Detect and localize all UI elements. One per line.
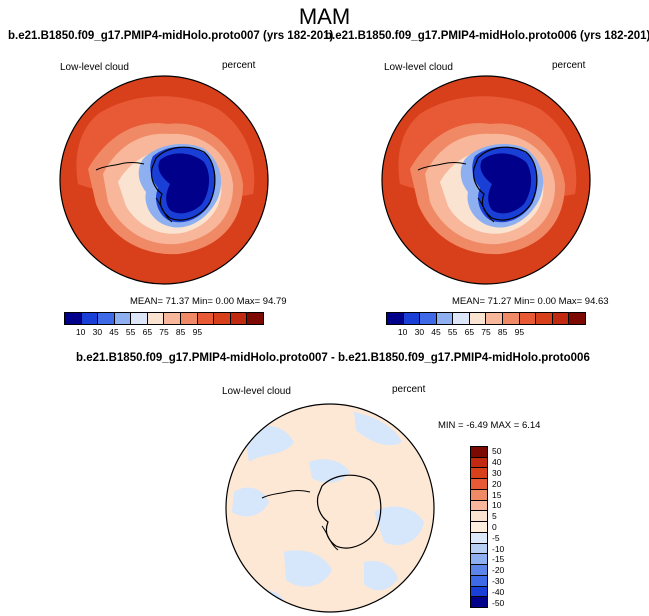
- colorbar-swatch: [471, 522, 487, 533]
- left-polar-map: [59, 75, 269, 285]
- colorbar-swatch: [131, 313, 148, 324]
- colorbar-swatch: [486, 313, 504, 324]
- colorbar-tick-label: 0: [492, 522, 497, 532]
- colorbar-tick-label: 65: [142, 327, 153, 337]
- colorbar-swatch: [471, 468, 487, 480]
- colorbar-swatch: [247, 313, 263, 324]
- colorbar-swatch: [552, 313, 570, 324]
- diff-variable-label: Low-level cloud: [222, 386, 291, 397]
- colorbar-tick-label: 95: [192, 327, 203, 337]
- colorbar-tick-label: 85: [497, 327, 508, 337]
- colorbar-swatch: [569, 313, 585, 324]
- colorbar-swatch: [81, 313, 99, 324]
- colorbar-tick-label: 30: [92, 327, 103, 337]
- right-colorbar: [386, 312, 586, 325]
- colorbar-swatch: [164, 313, 182, 324]
- colorbar-tick-label: 30: [414, 327, 425, 337]
- colorbar-tick-label: -5: [492, 532, 500, 543]
- colorbar-swatch: [471, 586, 487, 598]
- colorbar-swatch: [471, 575, 487, 587]
- colorbar-swatch: [471, 565, 487, 576]
- right-stats-text: MEAN= 71.27 Min= 0.00 Max= 94.63: [452, 296, 609, 307]
- right-colorbar-labels: 10 30 45 55 65 75 85 95: [386, 327, 584, 339]
- diff-polar-map: [225, 403, 435, 613]
- colorbar-tick-label: 10: [397, 327, 408, 337]
- colorbar-tick-label: 40: [492, 457, 502, 468]
- colorbar-swatch: [471, 554, 487, 566]
- left-colorbar-labels: 10 30 45 55 65 75 85 95: [64, 327, 262, 339]
- colorbar-swatch: [471, 447, 487, 458]
- left-variable-label: Low-level cloud: [60, 62, 129, 73]
- colorbar-swatch: [471, 500, 487, 512]
- colorbar-swatch: [147, 313, 165, 324]
- diff-units-label: percent: [392, 384, 426, 395]
- colorbar-swatch: [471, 511, 487, 523]
- colorbar-tick-label: 20: [492, 478, 502, 489]
- colorbar-swatch: [536, 313, 553, 324]
- colorbar-swatch: [471, 489, 487, 501]
- colorbar-swatch: [471, 479, 487, 490]
- colorbar-tick-label: 85: [175, 327, 186, 337]
- colorbar-tick-label: -40: [492, 586, 505, 597]
- colorbar-swatch: [469, 313, 487, 324]
- right-variable-label: Low-level cloud: [384, 62, 453, 73]
- left-colorbar: [64, 312, 264, 325]
- colorbar-swatch: [197, 313, 215, 324]
- colorbar-swatch: [420, 313, 437, 324]
- colorbar-tick-label: 45: [109, 327, 119, 337]
- colorbar-swatch: [453, 313, 470, 324]
- colorbar-tick-label: -30: [492, 576, 505, 586]
- colorbar-tick-label: 10: [492, 500, 502, 511]
- colorbar-swatch: [403, 313, 421, 324]
- colorbar-swatch: [98, 313, 115, 324]
- colorbar-swatch: [436, 313, 454, 324]
- right-panel-title: b.e21.B1850.f09_g17.PMIP4-midHolo.proto0…: [325, 30, 649, 42]
- colorbar-tick-label: 65: [464, 327, 475, 337]
- colorbar-swatch: [181, 313, 198, 324]
- colorbar-tick-label: 75: [481, 327, 491, 337]
- left-panel-title: b.e21.B1850.f09_g17.PMIP4-midHolo.proto0…: [8, 30, 334, 42]
- colorbar-tick-label: 55: [125, 327, 136, 337]
- colorbar-swatch: [471, 597, 487, 608]
- colorbar-tick-label: 45: [431, 327, 441, 337]
- colorbar-tick-label: 30: [492, 468, 502, 478]
- colorbar-swatch: [471, 532, 487, 544]
- colorbar-tick-label: 50: [492, 446, 502, 457]
- colorbar-swatch: [65, 313, 82, 324]
- season-title: MAM: [298, 4, 351, 29]
- colorbar-tick-label: -15: [492, 554, 505, 565]
- diff-stats-text: MIN = -6.49 MAX = 6.14: [438, 420, 541, 431]
- diff-colorbar-labels: 50 40 30 20 15 10 5 0 -5 -10 -15 -20 -30 -40 -50: [492, 446, 522, 608]
- left-units-label: percent: [222, 60, 256, 71]
- colorbar-tick-label: 15: [492, 489, 502, 500]
- colorbar-swatch: [503, 313, 520, 324]
- colorbar-swatch: [471, 457, 487, 469]
- colorbar-swatch: [214, 313, 231, 324]
- colorbar-swatch: [471, 543, 487, 555]
- colorbar-tick-label: 95: [514, 327, 525, 337]
- colorbar-swatch: [387, 313, 404, 324]
- colorbar-tick-label: -20: [492, 565, 505, 576]
- right-units-label: percent: [552, 60, 586, 71]
- colorbar-swatch: [519, 313, 537, 324]
- left-stats-text: MEAN= 71.37 Min= 0.00 Max= 94.79: [130, 296, 287, 307]
- right-polar-map: [381, 75, 591, 285]
- colorbar-tick-label: 10: [75, 327, 86, 337]
- colorbar-tick-label: 55: [447, 327, 458, 337]
- colorbar-tick-label: 75: [159, 327, 169, 337]
- colorbar-tick-label: 5: [492, 511, 497, 522]
- diff-colorbar: [470, 446, 488, 608]
- colorbar-tick-label: -50: [492, 597, 505, 608]
- colorbar-swatch: [114, 313, 132, 324]
- diff-panel-title: b.e21.B1850.f09_g17.PMIP4-midHolo.proto0…: [76, 352, 590, 364]
- colorbar-swatch: [230, 313, 248, 324]
- colorbar-tick-label: -10: [492, 543, 505, 554]
